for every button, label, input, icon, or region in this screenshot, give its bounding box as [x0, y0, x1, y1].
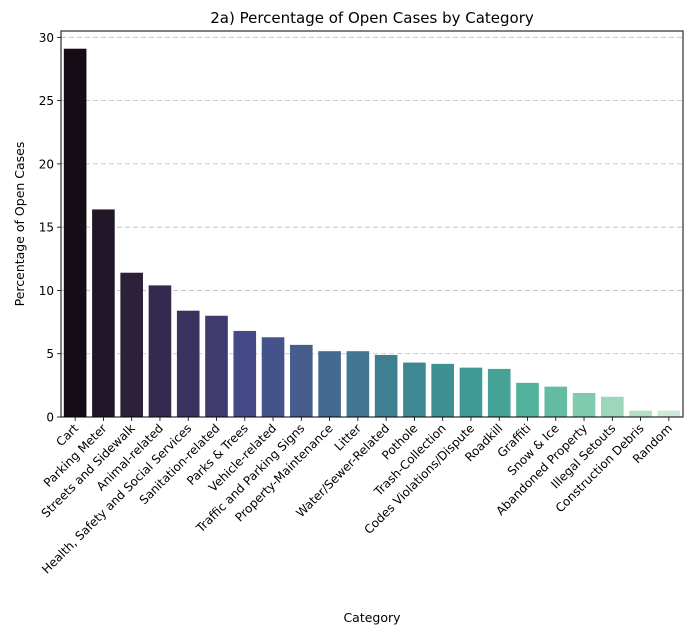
bar: [657, 410, 681, 417]
bar: [63, 48, 87, 418]
bar: [572, 392, 596, 417]
bar: [544, 386, 568, 417]
bar-series: [63, 48, 681, 418]
bar: [487, 368, 511, 417]
bar: [261, 337, 285, 417]
y-tick-label: 25: [39, 94, 54, 108]
y-tick-label: 10: [39, 284, 54, 298]
y-axis: 0 5 10 15 20 25 30: [39, 31, 61, 425]
bar: [290, 344, 313, 417]
bar: [92, 209, 115, 417]
bar: [601, 396, 624, 417]
y-tick-label: 5: [46, 347, 54, 361]
bar: [516, 382, 539, 417]
bar: [120, 272, 143, 417]
y-tick-label: 0: [46, 411, 54, 425]
y-tick-label: 15: [39, 221, 54, 235]
plot-frame: [60, 30, 684, 418]
y-tick-label: 30: [39, 31, 54, 45]
bar: [318, 351, 341, 417]
bar: [346, 351, 370, 417]
bar: [205, 315, 228, 417]
bar: [148, 285, 172, 417]
bar: [176, 310, 200, 417]
x-axis-label: Category: [343, 610, 401, 625]
bar: [403, 362, 426, 417]
chart-title: 2a) Percentage of Open Cases by Category: [210, 9, 534, 27]
y-axis-label: Percentage of Open Cases: [12, 142, 27, 307]
y-tick-label: 20: [39, 157, 54, 171]
bar: [374, 354, 398, 417]
bar: [233, 330, 257, 417]
bar: [459, 367, 483, 417]
bar: [629, 410, 652, 417]
bar: [431, 363, 454, 417]
